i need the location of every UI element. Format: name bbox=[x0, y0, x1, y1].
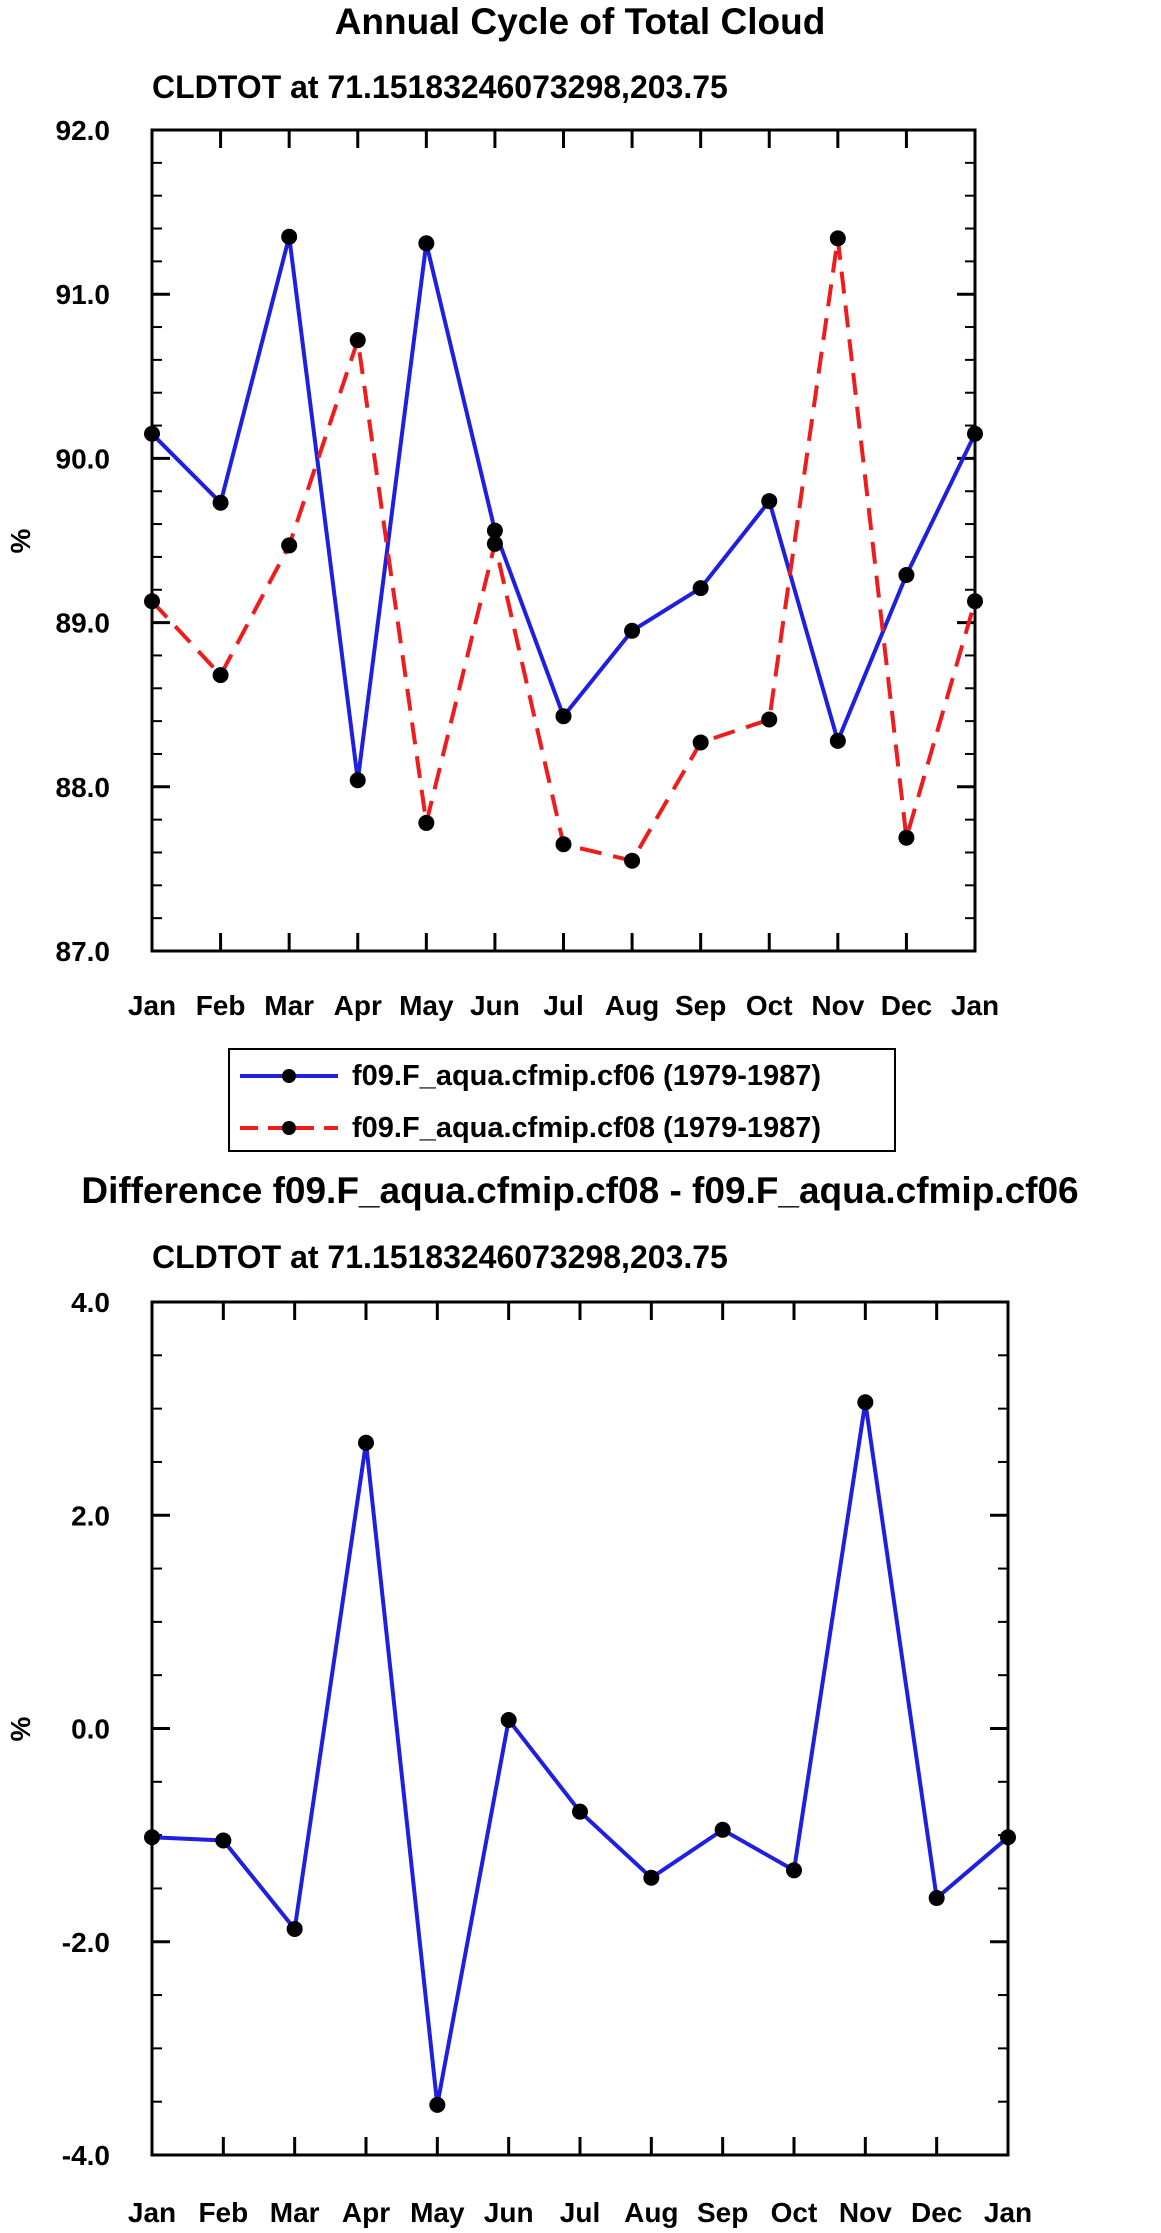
data-point-0-1 bbox=[692, 734, 709, 751]
data-point-0-0 bbox=[144, 425, 160, 442]
legend-swatch-cf06 bbox=[240, 1069, 338, 1083]
data-point-1-0 bbox=[857, 1394, 874, 1411]
data-point-1-0 bbox=[358, 1434, 374, 1451]
data-point-0-1 bbox=[898, 829, 915, 846]
x-tick-label: Jun bbox=[484, 2197, 534, 2228]
legend-swatch-cf08 bbox=[240, 1121, 338, 1135]
y-tick-label: 87.0 bbox=[56, 936, 111, 967]
data-point-0-1 bbox=[349, 332, 366, 349]
data-point-0-1 bbox=[281, 537, 298, 554]
data-point-0-0 bbox=[624, 622, 641, 639]
y-tick-label: 92.0 bbox=[56, 115, 111, 146]
data-point-1-0 bbox=[144, 1829, 160, 1846]
data-point-0-1 bbox=[624, 852, 641, 869]
series-line-1-0 bbox=[151, 1401, 1010, 2106]
y-tick-label: 0.0 bbox=[71, 1714, 110, 1745]
data-point-1-0 bbox=[286, 1920, 303, 1937]
x-tick-label: May bbox=[399, 990, 454, 1021]
chart-subtitle: CLDTOT at 71.15183246073298,203.75 bbox=[152, 1239, 728, 1275]
y-tick-label: -2.0 bbox=[62, 1927, 110, 1958]
data-point-0-0 bbox=[898, 566, 915, 583]
legend-label-cf08: f09.F_aqua.cfmip.cf08 (1979-1987) bbox=[352, 1112, 822, 1144]
data-point-0-1 bbox=[144, 593, 160, 610]
x-tick-label: Jan bbox=[128, 990, 176, 1021]
data-point-0-0 bbox=[281, 228, 298, 245]
y-tick-label: 89.0 bbox=[56, 608, 111, 639]
data-point-1-0 bbox=[786, 1862, 802, 1879]
data-point-1-0 bbox=[429, 2096, 446, 2113]
x-tick-label: Jun bbox=[470, 990, 520, 1021]
y-tick-label: 91.0 bbox=[56, 279, 111, 310]
series-line-0-1 bbox=[150, 238, 977, 863]
data-point-1-0 bbox=[1000, 1829, 1016, 1846]
x-tick-label: Jul bbox=[560, 2197, 600, 2228]
legend-item-cf06: f09.F_aqua.cfmip.cf06 (1979-1987) bbox=[230, 1050, 894, 1102]
data-point-1-0 bbox=[500, 1711, 517, 1728]
y-tick-label: 90.0 bbox=[56, 443, 111, 474]
y-axis-label: % bbox=[5, 1716, 36, 1741]
data-point-0-0 bbox=[349, 772, 366, 789]
data-point-1-0 bbox=[714, 1821, 731, 1838]
y-tick-label: -4.0 bbox=[62, 2140, 110, 2171]
data-point-0-1 bbox=[212, 667, 229, 684]
data-point-0-1 bbox=[555, 836, 572, 853]
y-tick-label: 88.0 bbox=[56, 772, 111, 803]
data-point-0-0 bbox=[692, 580, 709, 597]
data-point-0-0 bbox=[829, 732, 846, 749]
x-tick-label: Feb bbox=[196, 990, 246, 1021]
x-tick-label: Mar bbox=[264, 990, 314, 1021]
data-point-0-0 bbox=[212, 494, 229, 511]
plot-frame bbox=[150, 1300, 1010, 2157]
legend-item-cf08: f09.F_aqua.cfmip.cf08 (1979-1987) bbox=[230, 1102, 894, 1154]
x-tick-label: Oct bbox=[746, 990, 793, 1021]
y-axis-label: % bbox=[5, 528, 36, 553]
data-point-0-0 bbox=[761, 493, 778, 510]
data-point-1-0 bbox=[643, 1869, 660, 1886]
x-tick-label: Oct bbox=[771, 2197, 818, 2228]
x-tick-label: Mar bbox=[270, 2197, 320, 2228]
x-tick-label: Dec bbox=[881, 990, 932, 1021]
x-tick-label: Jul bbox=[543, 990, 583, 1021]
x-tick-label: Aug bbox=[624, 2197, 678, 2228]
x-tick-label: Apr bbox=[342, 2197, 390, 2228]
chart-subtitle: CLDTOT at 71.15183246073298,203.75 bbox=[152, 69, 728, 105]
x-tick-label: Jan bbox=[128, 2197, 176, 2228]
x-tick-label: Dec bbox=[911, 2197, 962, 2228]
x-tick-label: Apr bbox=[334, 990, 382, 1021]
x-tick-label: Feb bbox=[198, 2197, 248, 2228]
x-tick-label: Jan bbox=[951, 990, 999, 1021]
data-point-0-1 bbox=[829, 230, 846, 247]
chart-title: Annual Cycle of Total Cloud bbox=[335, 1, 826, 42]
data-point-0-1 bbox=[761, 711, 778, 728]
x-tick-label: Jan bbox=[984, 2197, 1032, 2228]
data-point-0-1 bbox=[418, 814, 435, 831]
y-tick-label: 2.0 bbox=[71, 1500, 110, 1531]
data-point-1-0 bbox=[928, 1890, 945, 1907]
legend: f09.F_aqua.cfmip.cf06 (1979-1987) f09.F_… bbox=[228, 1048, 896, 1152]
legend-label-cf06: f09.F_aqua.cfmip.cf06 (1979-1987) bbox=[352, 1060, 822, 1092]
y-tick-label: 4.0 bbox=[71, 1287, 110, 1318]
x-tick-label: Nov bbox=[811, 990, 864, 1021]
chart-title: Difference f09.F_aqua.cfmip.cf08 - f09.F… bbox=[81, 1170, 1078, 1211]
x-tick-label: Aug bbox=[605, 990, 659, 1021]
data-point-1-0 bbox=[215, 1832, 232, 1849]
data-point-1-0 bbox=[572, 1803, 588, 1820]
series-line-0-0 bbox=[150, 236, 977, 781]
plot-frame bbox=[150, 128, 977, 953]
data-point-0-0 bbox=[967, 425, 983, 442]
x-tick-label: Nov bbox=[839, 2197, 892, 2228]
data-point-0-1 bbox=[967, 593, 983, 610]
x-tick-label: Sep bbox=[675, 990, 726, 1021]
x-tick-label: Sep bbox=[697, 2197, 748, 2228]
data-point-0-0 bbox=[486, 522, 503, 539]
x-tick-label: May bbox=[410, 2197, 465, 2228]
data-point-0-1 bbox=[486, 535, 503, 552]
data-point-0-0 bbox=[418, 235, 435, 252]
data-point-0-0 bbox=[555, 708, 572, 725]
